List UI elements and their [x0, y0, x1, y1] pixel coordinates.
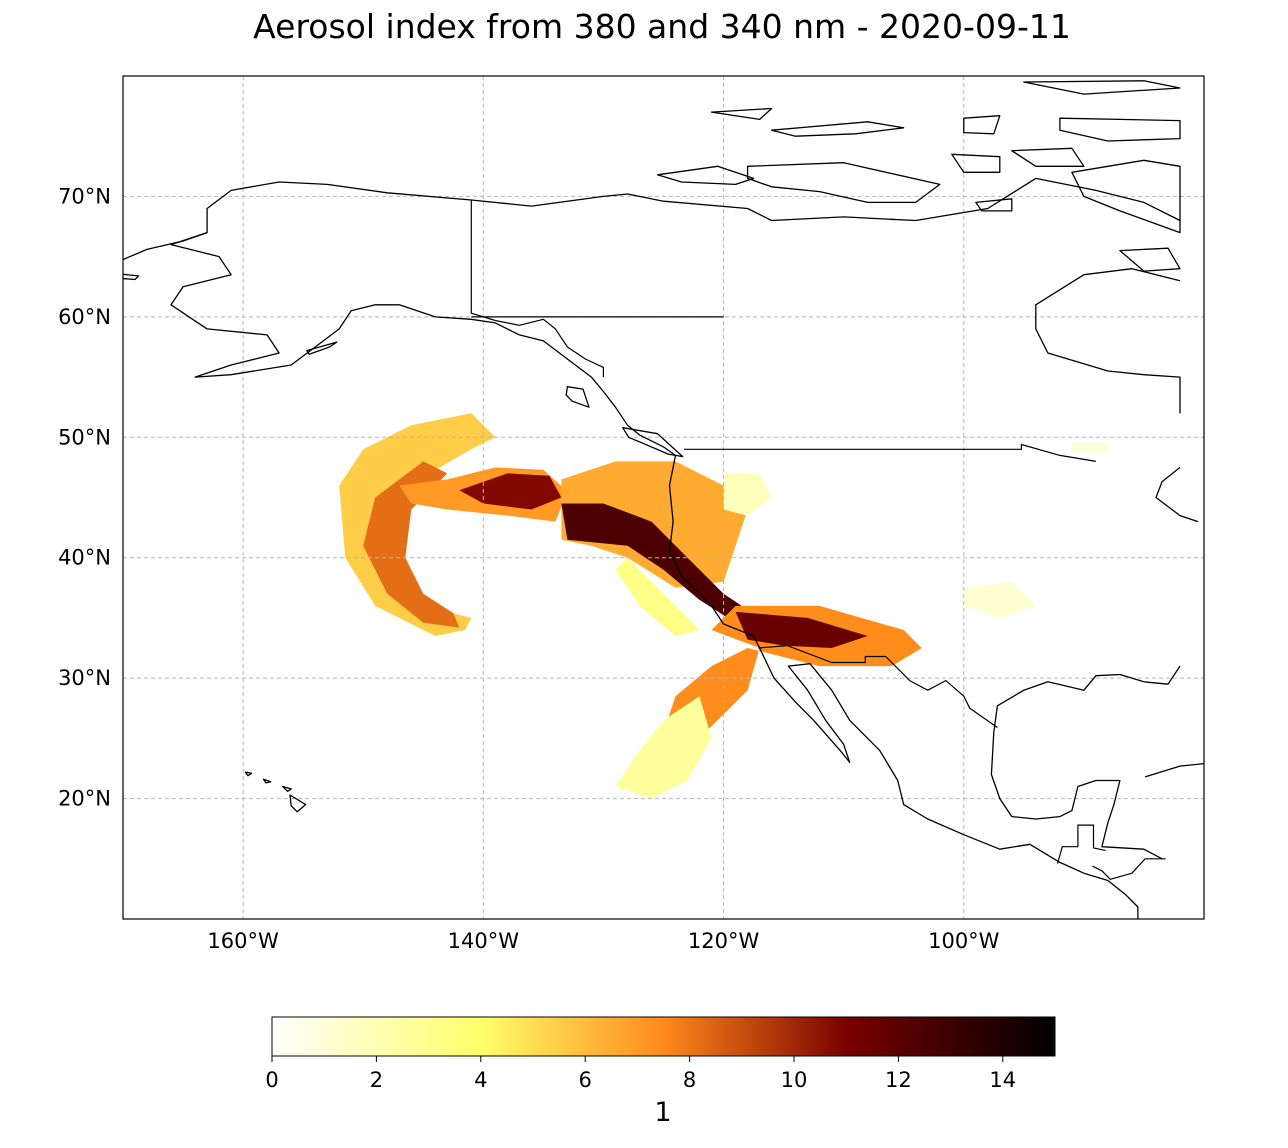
- island-bathurst: [963, 115, 1001, 135]
- lat-label-70: 70°N: [58, 184, 111, 208]
- colorbar-label: 1: [654, 1097, 671, 1128]
- plume-diagonal-fringe: [615, 557, 700, 636]
- lat-label-30: 30°N: [58, 666, 111, 690]
- border-panhandle: [495, 318, 605, 378]
- colorbar-tick-label-8: 8: [683, 1068, 696, 1092]
- plume-offshore-core: [459, 473, 562, 510]
- colorbar-tick-label-0: 0: [265, 1068, 278, 1092]
- island-king-william: [975, 198, 1013, 212]
- island-somerset: [1011, 147, 1085, 167]
- island-prince-wales: [951, 153, 1001, 173]
- plume-sw-band: [663, 605, 922, 751]
- island-haida-gwaii: [565, 386, 590, 408]
- border-central-am-1: [1056, 824, 1106, 864]
- plume-coastal-core: [561, 503, 760, 623]
- island-oahu: [262, 778, 272, 784]
- border-us-mexico: [758, 644, 998, 728]
- border-central-am-2: [1092, 858, 1166, 880]
- lon-label-120: 120°W: [688, 929, 760, 953]
- island-prince-patrick: [710, 107, 773, 121]
- latitude-tick-labels: 70°N 60°N 50°N 40°N 30°N 20°N: [58, 184, 111, 810]
- colorbar-gradient: [271, 1016, 1056, 1057]
- lat-label-60: 60°N: [58, 305, 111, 329]
- colorbar-ticks: 0 2 4 6 8 10 12 14: [265, 1056, 1016, 1092]
- colorbar-tick-label-12: 12: [885, 1068, 912, 1092]
- island-kauai: [244, 771, 253, 777]
- border-bc-wa-west: [683, 443, 1096, 462]
- lat-label-40: 40°N: [58, 546, 111, 570]
- border-alaska-yukon: [470, 200, 496, 322]
- lat-label-20: 20°N: [58, 787, 111, 811]
- plume-baja-fringe: [615, 696, 712, 799]
- colorbar-tick-label-14: 14: [989, 1068, 1016, 1092]
- coastline-siberia-tip: [123, 249, 124, 252]
- lon-label-160: 160°W: [207, 929, 279, 953]
- island-vancouver: [622, 427, 684, 458]
- plume-hook-inner: [363, 461, 460, 628]
- colorbar-tick-label-4: 4: [474, 1068, 487, 1092]
- lon-label-100: 100°W: [928, 929, 1000, 953]
- coastline-gulf-coast: [990, 665, 1181, 860]
- colorbar-tick-label-10: 10: [781, 1068, 808, 1092]
- lon-label-140: 140°W: [448, 929, 520, 953]
- map-title: Aerosol index from 380 and 340 nm - 2020…: [253, 7, 1071, 46]
- aerosol-plume-layer: [339, 413, 1108, 799]
- plume-nevada-haze: [723, 473, 772, 516]
- island-devon: [1059, 117, 1181, 142]
- island-kodiak: [306, 341, 338, 355]
- map-frame: [122, 75, 1205, 920]
- coastline-hudson-bay: [1035, 268, 1181, 414]
- island-southampton: [1119, 247, 1181, 272]
- plume-interior-haze: [963, 581, 1036, 618]
- coastline-cuba: [1144, 762, 1204, 778]
- island-victoria: [746, 162, 941, 204]
- island-ellesmere-edge: [1023, 80, 1181, 95]
- plume-sw-core: [735, 611, 868, 648]
- island-hawaii: [289, 794, 307, 813]
- island-melville: [770, 121, 905, 137]
- plume-coastal-sheet: [561, 461, 748, 588]
- island-st-lawrence: [123, 273, 140, 281]
- map-plot-area: [123, 76, 1204, 919]
- island-maui: [282, 785, 292, 792]
- longitude-tick-labels: 160°W 140°W 120°W 100°W: [207, 929, 999, 953]
- colorbar-tick-label-2: 2: [370, 1068, 383, 1092]
- colorbar-tick-label-6: 6: [579, 1068, 592, 1092]
- lat-label-50: 50°N: [58, 425, 111, 449]
- coastlines: [123, 80, 1204, 919]
- island-banks: [656, 165, 755, 186]
- plume-north-haze: [1071, 443, 1108, 453]
- coastline-atlantic-fragment: [1155, 466, 1199, 523]
- plume-hook-outer: [339, 413, 496, 636]
- country-borders: [470, 200, 1166, 880]
- coastline-alaska-west-coast: [170, 231, 1139, 919]
- island-baffin: [1071, 159, 1181, 234]
- colorbar: 0 2 4 6 8 10 12 14 1: [265, 1016, 1056, 1128]
